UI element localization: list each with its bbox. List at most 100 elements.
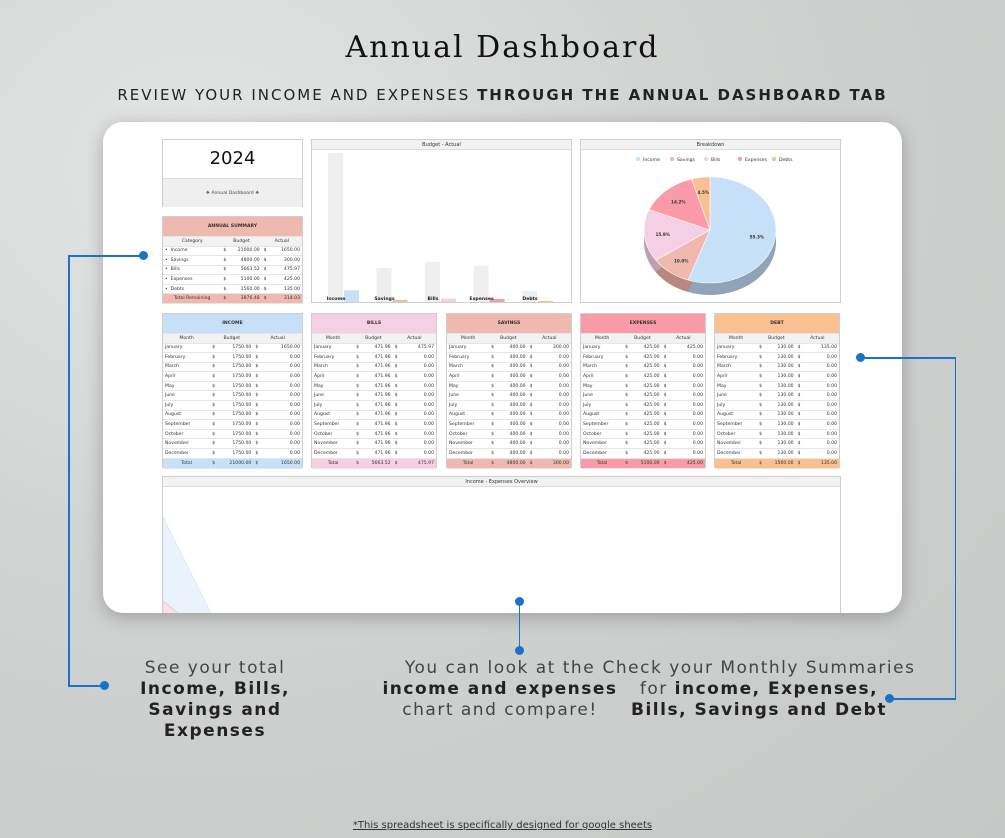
actual-cell[interactable]: 0.00 [671, 429, 705, 440]
budget-cell[interactable]: 425.00 [631, 343, 662, 354]
actual-cell[interactable]: 1650.00 [264, 343, 302, 354]
actual-cell[interactable]: 0.00 [402, 429, 436, 440]
budget-cell[interactable]: 1750.00 [219, 343, 254, 354]
budget-cell[interactable]: 471.96 [362, 438, 393, 450]
budget-cell[interactable]: 425.00 [631, 448, 662, 459]
actual-cell[interactable]: 0.00 [805, 419, 839, 430]
actual-cell[interactable]: 0.00 [264, 419, 302, 430]
budget-cell[interactable]: 471.96 [362, 343, 393, 354]
budget-cell[interactable]: 400.00 [497, 362, 528, 373]
actual-cell[interactable]: 0.00 [537, 438, 571, 450]
actual-cell[interactable]: 0.00 [805, 371, 839, 382]
budget-cell[interactable]: 130.00 [765, 362, 796, 373]
budget-cell[interactable]: 1750.00 [219, 362, 254, 373]
budget-cell[interactable]: 1750.00 [219, 429, 254, 440]
actual-cell[interactable]: 300.00 [537, 343, 571, 354]
budget-cell[interactable]: 400.00 [497, 448, 528, 459]
budget-cell[interactable]: 400.00 [497, 419, 528, 430]
budget-cell[interactable]: 425.00 [631, 438, 662, 450]
actual-cell[interactable]: 0.00 [264, 362, 302, 373]
budget-cell[interactable]: 130.00 [765, 352, 796, 363]
actual-cell[interactable]: 0.00 [402, 400, 436, 411]
actual-cell[interactable]: 0.00 [805, 438, 839, 450]
actual-cell[interactable]: 0.00 [402, 419, 436, 430]
budget-cell[interactable]: 471.96 [362, 429, 393, 440]
budget-cell[interactable]: 471.96 [362, 410, 393, 421]
budget-cell[interactable]: 130.00 [765, 448, 796, 459]
budget-cell[interactable]: 1750.00 [219, 390, 254, 402]
budget-cell[interactable]: 471.96 [362, 352, 393, 363]
actual-cell[interactable]: 475.97 [402, 343, 436, 354]
actual-cell[interactable]: 0.00 [402, 390, 436, 402]
actual-cell[interactable]: 0.00 [805, 390, 839, 402]
actual-cell[interactable]: 0.00 [671, 410, 705, 421]
actual-cell[interactable]: 0.00 [671, 390, 705, 402]
budget-cell[interactable]: 400.00 [497, 429, 528, 440]
actual-cell[interactable]: 0.00 [402, 352, 436, 363]
budget-cell[interactable]: 1750.00 [219, 400, 254, 411]
budget-cell[interactable]: 425.00 [631, 381, 662, 392]
budget-cell[interactable]: 1750.00 [219, 371, 254, 382]
budget-cell[interactable]: 400.00 [497, 400, 528, 411]
budget-cell[interactable]: 425.00 [631, 371, 662, 382]
actual-cell[interactable]: 0.00 [402, 448, 436, 459]
actual-cell[interactable]: 0.00 [537, 390, 571, 402]
budget-cell[interactable]: 400.00 [497, 371, 528, 382]
budget-cell[interactable]: 130.00 [765, 410, 796, 421]
budget-cell[interactable]: 425.00 [631, 352, 662, 363]
actual-cell[interactable]: 0.00 [264, 429, 302, 440]
actual-cell[interactable]: 0.00 [264, 438, 302, 450]
budget-cell[interactable]: 1750.00 [219, 381, 254, 392]
actual-cell[interactable]: 0.00 [264, 390, 302, 402]
actual-cell[interactable]: 0.00 [805, 381, 839, 392]
actual-cell[interactable]: 0.00 [671, 362, 705, 373]
actual-cell[interactable]: 0.00 [264, 371, 302, 382]
budget-cell[interactable]: 130.00 [765, 343, 796, 354]
budget-cell[interactable]: 130.00 [765, 390, 796, 402]
actual-cell[interactable]: 0.00 [805, 448, 839, 459]
budget-cell[interactable]: 400.00 [497, 438, 528, 450]
actual-cell[interactable]: 0.00 [671, 448, 705, 459]
actual-cell[interactable]: 0.00 [671, 400, 705, 411]
budget-cell[interactable]: 471.96 [362, 448, 393, 459]
actual-cell[interactable]: 0.00 [805, 429, 839, 440]
actual-cell[interactable]: 0.00 [671, 438, 705, 450]
budget-cell[interactable]: 425.00 [631, 419, 662, 430]
actual-cell[interactable]: 0.00 [671, 419, 705, 430]
budget-cell[interactable]: 425.00 [631, 400, 662, 411]
budget-cell[interactable]: 400.00 [497, 343, 528, 354]
budget-cell[interactable]: 130.00 [765, 371, 796, 382]
budget-cell[interactable]: 130.00 [765, 419, 796, 430]
actual-cell[interactable]: 425.00 [671, 343, 705, 354]
actual-cell[interactable]: 0.00 [264, 352, 302, 363]
actual-cell[interactable]: 0.00 [537, 448, 571, 459]
actual-cell[interactable]: 0.00 [264, 381, 302, 392]
actual-cell[interactable]: 0.00 [264, 400, 302, 411]
budget-cell[interactable]: 1750.00 [219, 352, 254, 363]
budget-cell[interactable]: 1750.00 [219, 438, 254, 450]
budget-cell[interactable]: 1750.00 [219, 419, 254, 430]
actual-cell[interactable]: 0.00 [671, 381, 705, 392]
actual-cell[interactable]: 0.00 [264, 410, 302, 421]
actual-cell[interactable]: 0.00 [537, 410, 571, 421]
budget-cell[interactable]: 130.00 [765, 400, 796, 411]
budget-cell[interactable]: 400.00 [497, 352, 528, 363]
budget-cell[interactable]: 471.96 [362, 371, 393, 382]
budget-cell[interactable]: 425.00 [631, 410, 662, 421]
budget-cell[interactable]: 400.00 [497, 410, 528, 421]
actual-cell[interactable]: 0.00 [402, 381, 436, 392]
actual-cell[interactable]: 0.00 [537, 371, 571, 382]
budget-cell[interactable]: 130.00 [765, 438, 796, 450]
actual-cell[interactable]: 0.00 [805, 352, 839, 363]
actual-cell[interactable]: 135.00 [805, 343, 839, 354]
actual-cell[interactable]: 0.00 [671, 371, 705, 382]
actual-cell[interactable]: 0.00 [402, 438, 436, 450]
budget-cell[interactable]: 1750.00 [219, 410, 254, 421]
budget-cell[interactable]: 425.00 [631, 390, 662, 402]
budget-cell[interactable]: 400.00 [497, 381, 528, 392]
actual-cell[interactable]: 0.00 [805, 410, 839, 421]
actual-cell[interactable]: 0.00 [537, 381, 571, 392]
actual-cell[interactable]: 0.00 [402, 371, 436, 382]
actual-cell[interactable]: 0.00 [805, 400, 839, 411]
actual-cell[interactable]: 0.00 [671, 352, 705, 363]
